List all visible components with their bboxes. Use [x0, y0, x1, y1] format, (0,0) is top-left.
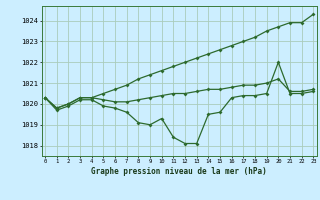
- X-axis label: Graphe pression niveau de la mer (hPa): Graphe pression niveau de la mer (hPa): [91, 167, 267, 176]
